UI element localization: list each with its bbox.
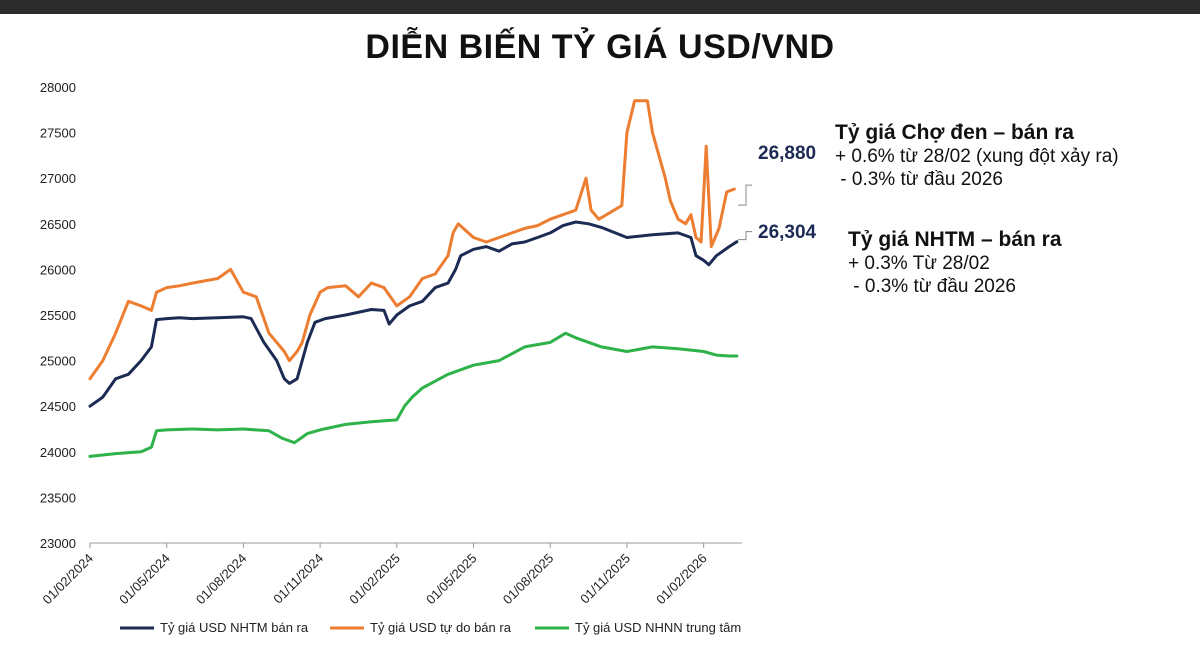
y-tick-label: 23000	[40, 536, 76, 551]
x-tick-label: 01/11/2024	[270, 551, 326, 607]
series-line-3	[88, 331, 739, 458]
series-line-1	[88, 220, 739, 408]
legend-label: Tỷ giá USD NHNN trung tâm	[575, 620, 741, 635]
callout-black-market-heading: Tỷ giá Chợ đen – bán ra	[835, 121, 1074, 144]
x-tick-label: 01/02/2025	[346, 551, 403, 608]
y-tick-label: 27000	[40, 171, 76, 186]
callout-nhtm-heading: Tỷ giá NHTM – bán ra	[848, 228, 1062, 251]
top-bar	[0, 0, 1200, 14]
x-tick-label: 01/08/2024	[193, 551, 250, 608]
x-tick-label: 01/02/2026	[653, 551, 710, 608]
legend-label: Tỷ giá USD NHTM bán ra	[160, 620, 309, 635]
x-tick-label: 01/08/2025	[500, 551, 557, 608]
x-tick-label: 01/11/2025	[577, 551, 633, 607]
y-tick-label: 25500	[40, 308, 76, 323]
y-tick-label: 26500	[40, 217, 76, 232]
x-tick-label: 01/05/2025	[423, 551, 480, 608]
callout-black-market-line-2: - 0.3% từ đầu 2026	[835, 169, 1003, 190]
latest-value-free-market: 26,880	[758, 143, 817, 164]
latest-value-nhtm: 26,304	[758, 222, 817, 243]
callout-black-market-line-1: + 0.6% từ 28/02 (xung đột xảy ra)	[835, 146, 1119, 167]
x-tick-label: 01/05/2024	[116, 551, 173, 608]
y-tick-label: 28000	[40, 80, 76, 95]
y-tick-label: 26000	[40, 262, 76, 277]
y-tick-label: 25000	[40, 354, 76, 369]
callout-nhtm-line-1: + 0.3% Từ 28/02	[848, 253, 990, 274]
x-tick-label: 01/02/2024	[39, 551, 96, 608]
chart-title: DIỄN BIẾN TỶ GIÁ USD/VND	[365, 28, 835, 66]
y-tick-label: 24500	[40, 399, 76, 414]
y-tick-label: 24000	[40, 445, 76, 460]
connector-free-market	[738, 184, 752, 206]
callout-nhtm: Tỷ giá NHTM – bán ra + 0.3% Từ 28/02 - 0…	[848, 228, 1062, 298]
connector-nhtm	[738, 231, 752, 241]
callout-nhtm-line-2: - 0.3% từ đầu 2026	[848, 276, 1016, 297]
callout-black-market: Tỷ giá Chợ đen – bán ra + 0.6% từ 28/02 …	[835, 121, 1119, 191]
series-line-2	[88, 99, 736, 381]
y-tick-label: 23500	[40, 490, 76, 505]
y-tick-label: 27500	[40, 126, 76, 141]
legend-label: Tỷ giá USD tự do bán ra	[370, 620, 512, 635]
